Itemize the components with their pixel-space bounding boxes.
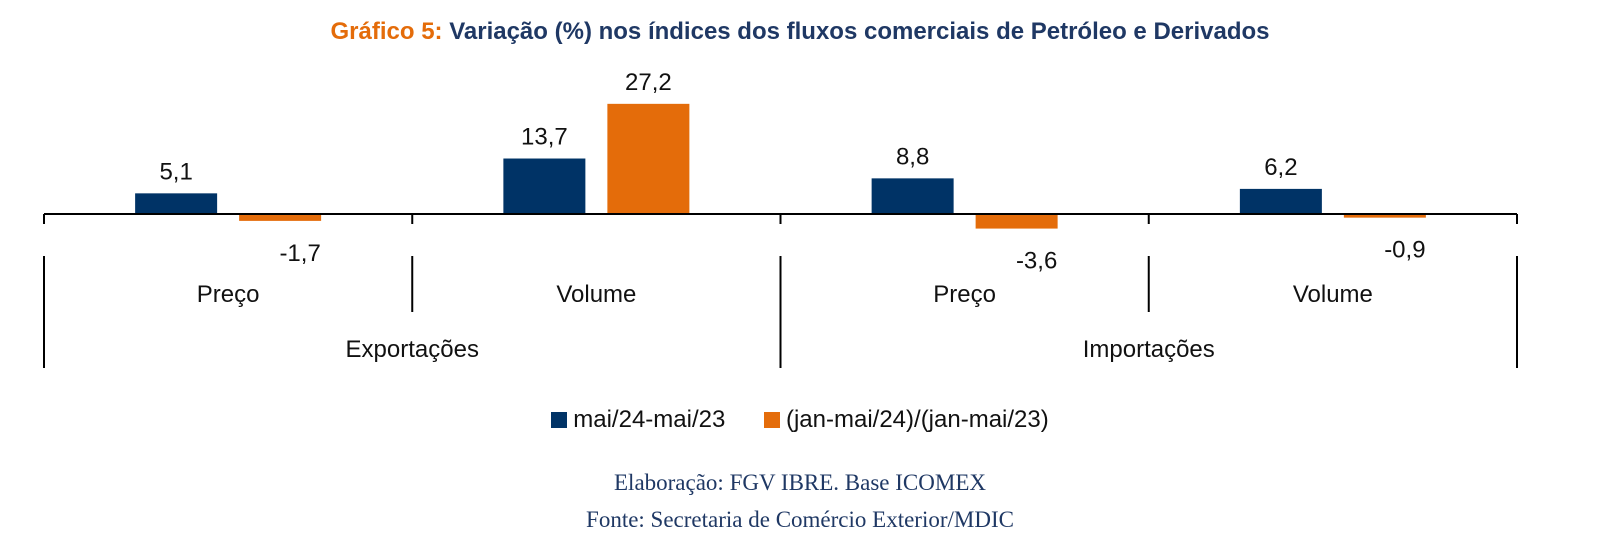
data-label-s1-c1: 5,1 — [159, 158, 192, 185]
data-label-s2-c1: -1,7 — [279, 240, 320, 267]
category-label-1: Preço — [197, 281, 260, 308]
bar-s1-c3 — [871, 178, 954, 214]
data-label-s2-c2: 27,2 — [625, 69, 672, 96]
data-label-s1-c2: 13,7 — [521, 124, 568, 151]
chart-title: Gráfico 5: Variação (%) nos índices dos … — [0, 18, 1600, 46]
category-label-2: Volume — [556, 281, 636, 308]
chart-title-main: Variação (%) nos índices dos fluxos come… — [442, 18, 1270, 45]
group-label-2: Importações — [1083, 336, 1215, 363]
legend-item-series-2: (jan-mai/24)/(jan-mai/23) — [763, 406, 1049, 434]
bar-chart: 5,1 13,7 8,8 6,2 -1,7 27,2 -3,6 -0,9 Preço Volume… — [43, 69, 1518, 368]
legend: mai/24-mai/23 (jan-mai/24)/(jan-mai/23) — [0, 406, 1600, 434]
group-label-1: Exportações — [346, 336, 479, 363]
bar-s1-c2 — [503, 158, 586, 214]
data-label-s2-c4: -0,9 — [1384, 237, 1425, 264]
bar-s1-c1 — [135, 193, 218, 214]
bar-s2-c3 — [975, 214, 1058, 229]
bar-s2-c4 — [1343, 214, 1426, 218]
bar-s2-c2 — [607, 103, 690, 214]
category-label-3: Preço — [933, 281, 996, 308]
legend-swatch-series-2 — [763, 412, 780, 428]
chart-title-prefix: Gráfico 5: — [330, 18, 443, 45]
bar-s2-c1 — [239, 214, 322, 221]
data-label-s2-c3: -3,6 — [1016, 248, 1057, 275]
data-label-s1-c4: 6,2 — [1264, 154, 1297, 181]
legend-label-series-2: (jan-mai/24)/(jan-mai/23) — [785, 406, 1049, 433]
bar-s1-c4 — [1239, 188, 1322, 214]
category-label-4: Volume — [1293, 281, 1373, 308]
legend-swatch-series-1 — [551, 412, 568, 428]
footer-elaboration: Elaboração: FGV IBRE. Base ICOMEX — [614, 470, 986, 495]
legend-item-series-1: mai/24-mai/23 — [551, 406, 725, 434]
legend-label-series-1: mai/24-mai/23 — [573, 406, 726, 433]
footer-source: Fonte: Secretaria de Comércio Exterior/M… — [586, 507, 1014, 532]
data-label-s1-c3: 8,8 — [896, 143, 929, 170]
